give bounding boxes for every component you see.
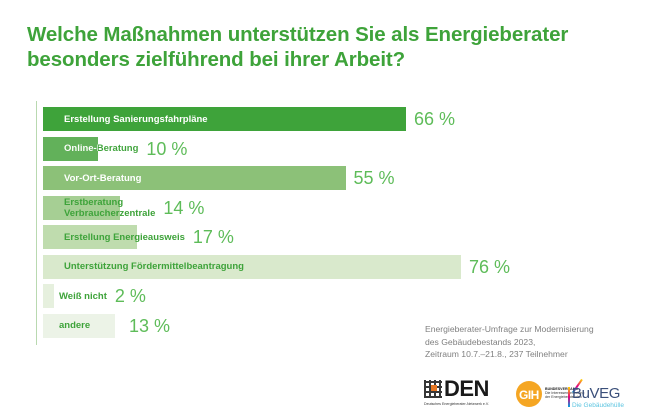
category-label: Vor-Ort-Beratung: [64, 173, 141, 184]
category-label-line: andere: [59, 320, 91, 331]
category-label-line: Online-Beratung: [64, 143, 139, 154]
category-label-line: Erstellung Sanierungsfahrpläne: [64, 113, 208, 125]
value-label: 14 %: [163, 197, 205, 218]
category-label-line: Verbraucherzentrale: [64, 207, 156, 219]
gih-logo: GIH BUNDESVERBAND Die Interessenvertretu…: [516, 378, 584, 410]
category-label-line: Erstellung Energieausweis: [64, 231, 185, 243]
value-label: 13 %: [129, 315, 171, 336]
bar-4: [43, 195, 120, 220]
chart-title-line-2: besonders zielführend bei ihrer Arbeit?: [27, 48, 406, 71]
category-label: Erstberatung Verbraucherzentrale: [64, 197, 155, 219]
y-axis-line: [36, 101, 37, 345]
source-line-2: des Gebäudebestands 2023,: [425, 336, 536, 347]
partner-logos: DEN Deutsches Energieberater-Netzwerk e.…: [422, 376, 642, 412]
bar-3: [43, 166, 346, 190]
value-label: 76 %: [469, 256, 511, 277]
category-label: Unterstützung Fördermittelbeantragung: [64, 261, 244, 272]
source-note: Energieberater-Umfrage zur Modernisierun…: [425, 323, 594, 361]
gih-subtitle-line-3: der Energieberatenden: [545, 395, 582, 400]
gih-logo-text: GIH: [519, 388, 539, 402]
den-accent-icon: [431, 385, 437, 391]
category-label: andere: [59, 320, 90, 331]
category-label-line: Vor-Ort-Beratung: [64, 172, 142, 184]
category-label: Erstellung Energieausweis: [64, 232, 185, 243]
value-label: 55 %: [353, 168, 395, 188]
value-label: 2 %: [114, 286, 146, 306]
source-line-3: Zeitraum 10.7.–21.8., 237 Teilnehmer: [425, 349, 568, 360]
buveg-wall-icon: [568, 387, 570, 407]
category-label: Erstellung Sanierungsfahrpläne: [64, 114, 208, 125]
gih-logo-subtitle: BUNDESVERBAND Die Interessenvertretung d…: [545, 387, 584, 400]
category-label: Online-Beratung: [64, 143, 138, 154]
bar-2: [43, 136, 98, 161]
buveg-logo-subtitle: Die Gebäudehülle: [572, 402, 625, 409]
category-label-line: Erstberatung: [64, 196, 124, 208]
value-label: 66 %: [414, 109, 456, 129]
value-label: 10 %: [146, 138, 188, 159]
value-label: 17 %: [192, 227, 234, 247]
gih-subtitle-line-1: BUNDESVERBAND: [545, 387, 578, 391]
category-label: Weiß nicht: [59, 291, 107, 302]
gih-house-icon: [516, 381, 542, 407]
category-label-line: Unterstützung Fördermittelbeantragung: [64, 261, 244, 272]
category-label-line: Weiß nicht: [59, 290, 107, 302]
den-logo-text: DEN: [444, 376, 489, 401]
bar-6: [43, 254, 461, 279]
bar-8: [43, 313, 115, 338]
bar-5: [43, 225, 137, 249]
chart-title: Welche Maßnahmen unterstützen Sie als En…: [27, 22, 627, 72]
den-logo: DEN Deutsches Energieberater-Netzwerk e.…: [424, 376, 489, 410]
source-line-1: Energieberater-Umfrage zur Modernisierun…: [425, 324, 594, 334]
den-logo-subtitle: Deutsches Energieberater-Netzwerk e.V.: [424, 402, 489, 406]
gih-subtitle-line-2: Die Interessenvertretung: [545, 391, 585, 396]
buveg-logo-text: BuVEG: [572, 385, 621, 402]
buveg-logo: BuVEG Die Gebäudehülle: [568, 376, 642, 412]
bar-7: [43, 284, 54, 308]
bar-1: [43, 107, 406, 131]
chart-title-line-1: Welche Maßnahmen unterstützen Sie als En…: [27, 23, 569, 46]
